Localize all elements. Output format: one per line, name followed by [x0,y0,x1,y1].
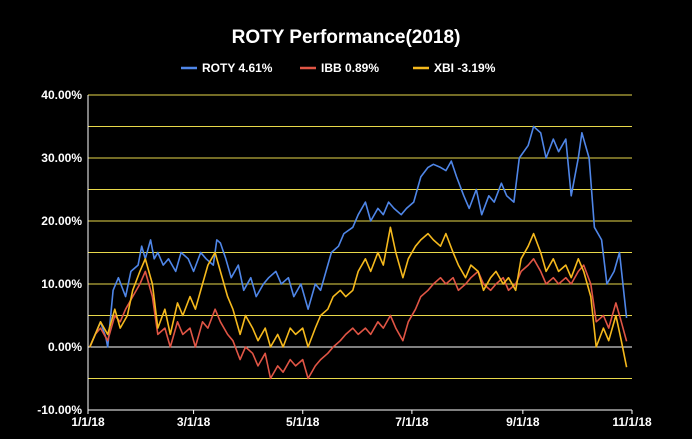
legend-label-ibb: IBB 0.89% [321,61,379,75]
y-tick-label: 0.00% [48,340,82,354]
legend-label-xbi: XBI -3.19% [434,61,496,75]
x-tick-label: 9/1/18 [506,415,540,429]
y-tick-label: 40.00% [41,88,82,102]
series-line-roty [89,125,628,348]
chart-title: ROTY Performance(2018) [232,27,461,48]
x-tick-label: 3/1/18 [177,415,211,429]
legend: ROTY 4.61% IBB 0.89% XBI -3.19% [181,61,496,75]
axes: -10.00% 0.00% 10.00% 20.00% 30.00% 40.00% 1/1/… [37,88,652,429]
gridlines [88,94,632,411]
x-tick-label: 7/1/18 [395,415,429,429]
series-lines [89,125,628,380]
y-tick-label: 30.00% [41,151,82,165]
y-tick-label: -10.00% [37,403,82,417]
x-tick-label: 11/1/18 [612,415,652,429]
series-line-xbi [89,226,628,368]
x-tick-label: 5/1/18 [286,415,320,429]
y-tick-label: 10.00% [41,277,82,291]
series-line-ibb [89,258,628,380]
x-tick-label: 1/1/18 [71,415,105,429]
y-tick-label: 20.00% [41,214,82,228]
legend-label-roty: ROTY 4.61% [202,61,273,75]
